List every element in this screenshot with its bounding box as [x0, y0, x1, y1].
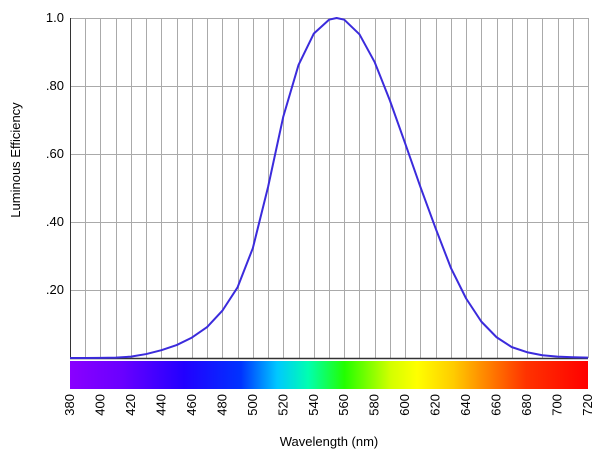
- x-tick-label: 420: [123, 394, 138, 416]
- x-tick-label: 700: [550, 394, 565, 416]
- x-tick-label: 440: [153, 394, 168, 416]
- x-axis-label: Wavelength (nm): [280, 434, 379, 449]
- x-tick-labels: 380 400 420 440 460 480 500 520 540 560 580 600 620 6…: [62, 394, 595, 416]
- x-tick-label: 680: [519, 394, 534, 416]
- y-tick-labels: .20 .40 .60 .80 1.0: [46, 10, 64, 297]
- x-tick-label: 540: [306, 394, 321, 416]
- x-tick-label: 580: [367, 394, 382, 416]
- x-tick-label: 400: [92, 394, 107, 416]
- y-tick-label: .40: [46, 214, 64, 229]
- y-tick-label: .80: [46, 78, 64, 93]
- x-tick-label: 500: [245, 394, 260, 416]
- x-tick-label: 560: [336, 394, 351, 416]
- y-tick-label: .20: [46, 282, 64, 297]
- x-tick-label: 480: [214, 394, 229, 416]
- x-tick-label: 460: [184, 394, 199, 416]
- x-tick-label: 640: [458, 394, 473, 416]
- axes: [70, 18, 588, 360]
- series-layer: [69, 17, 589, 359]
- grid: [70, 18, 589, 358]
- y-tick-label: 1.0: [46, 10, 64, 25]
- series-line-luminous-efficiency: [69, 17, 589, 359]
- y-axis-label: Luminous Efficiency: [8, 102, 23, 218]
- x-tick-label: 720: [580, 394, 595, 416]
- x-tick-label: 600: [397, 394, 412, 416]
- x-tick-label: 620: [428, 394, 443, 416]
- y-tick-label: .60: [46, 146, 64, 161]
- x-tick-label: 660: [489, 394, 504, 416]
- x-tick-label: 380: [62, 394, 77, 416]
- x-tick-label: 520: [275, 394, 290, 416]
- spectrum-bar: [70, 361, 588, 389]
